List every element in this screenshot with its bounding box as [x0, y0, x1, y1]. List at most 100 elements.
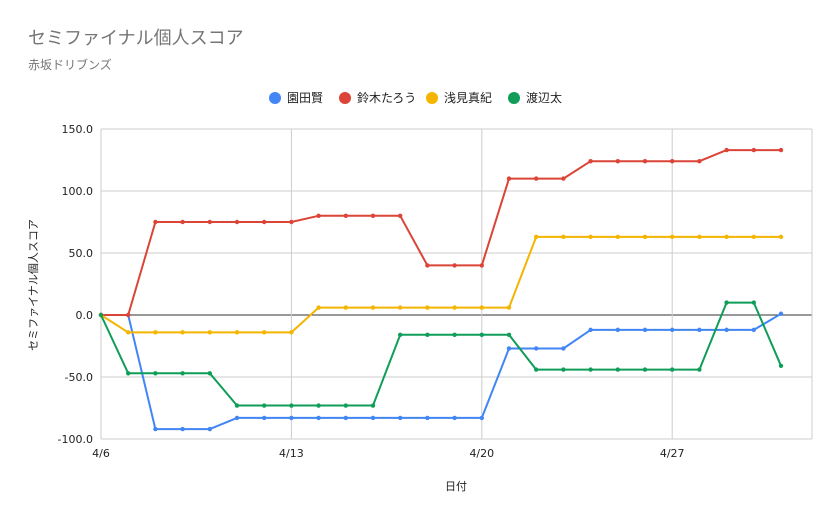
data-point	[670, 367, 675, 372]
data-point	[398, 332, 403, 338]
data-point	[615, 367, 620, 372]
data-point	[534, 367, 539, 372]
data-point	[697, 159, 702, 164]
y-tick-labels: 150.0 100.0 50.0 0.0 -50.0 -100.0	[58, 123, 93, 446]
data-point	[479, 263, 484, 268]
series-line	[100, 235, 781, 334]
data-point	[207, 330, 212, 335]
x-tick-label: 4/6	[92, 447, 110, 460]
data-point	[262, 219, 267, 225]
data-point	[398, 415, 403, 421]
data-point	[234, 415, 240, 421]
legend-marker	[426, 92, 438, 104]
legend-label: 浅見真紀	[444, 91, 492, 105]
chart-title: セミファイナル個人スコア	[28, 28, 244, 49]
data-point	[425, 305, 430, 310]
data-point	[343, 415, 348, 421]
data-point	[588, 327, 593, 333]
data-point	[180, 426, 185, 432]
series-鈴木たろう	[98, 147, 784, 318]
legend-label: 園田賢	[287, 91, 323, 105]
data-point	[207, 219, 212, 225]
data-point	[370, 213, 376, 218]
data-point	[588, 234, 593, 240]
legend-item: 浅見真紀	[426, 91, 492, 105]
data-point	[289, 403, 294, 408]
data-point	[425, 415, 430, 421]
data-point	[343, 305, 348, 310]
data-point	[506, 305, 512, 310]
series-園田賢	[98, 311, 784, 432]
data-point	[289, 219, 294, 225]
data-point	[751, 300, 756, 305]
series-渡辺太	[98, 300, 784, 408]
y-tick-label: 50.0	[69, 247, 94, 260]
legend-item: 渡辺太	[508, 90, 562, 105]
y-tick-label: 150.0	[62, 123, 94, 136]
data-point	[180, 330, 185, 335]
data-point	[670, 159, 675, 164]
data-point	[153, 426, 158, 432]
data-point	[452, 415, 457, 421]
data-point	[588, 367, 593, 372]
data-point	[724, 300, 729, 305]
data-point	[234, 403, 240, 408]
data-point	[262, 415, 267, 421]
data-point	[697, 234, 702, 240]
data-point	[343, 403, 348, 408]
data-point	[316, 213, 321, 218]
data-point	[751, 327, 756, 333]
legend-item: 鈴木たろう	[339, 90, 416, 105]
data-point	[506, 176, 512, 181]
legend-item: 園田賢	[269, 91, 323, 105]
data-point	[697, 367, 702, 372]
data-point	[479, 332, 484, 338]
data-point	[615, 159, 620, 164]
data-point	[642, 159, 648, 164]
data-point	[398, 213, 403, 218]
data-point	[316, 305, 321, 310]
data-point	[561, 346, 566, 351]
y-tick-label: 100.0	[62, 185, 94, 198]
data-point	[126, 312, 131, 318]
legend-marker	[269, 92, 281, 104]
y-tick-label: 0.0	[76, 309, 94, 322]
chart-subtitle: 赤坂ドリブンズ	[28, 58, 112, 72]
data-point	[642, 234, 648, 240]
x-tick-label: 4/20	[469, 447, 494, 460]
x-tick-label: 4/13	[279, 447, 304, 460]
legend: 園田賢 鈴木たろう 浅見真紀 渡辺太	[269, 90, 562, 105]
data-point	[289, 415, 294, 421]
data-point	[615, 327, 620, 333]
data-point	[153, 330, 158, 335]
data-point	[452, 332, 457, 338]
data-point	[262, 330, 267, 335]
data-point	[534, 176, 539, 181]
data-point	[234, 330, 240, 335]
data-point	[234, 219, 240, 225]
data-point	[588, 159, 593, 164]
series-浅見真紀	[98, 234, 784, 335]
data-point	[724, 327, 729, 333]
data-point	[506, 346, 512, 351]
data-point	[425, 263, 430, 268]
data-point	[751, 234, 756, 240]
data-point	[670, 327, 675, 333]
legend-marker	[339, 92, 351, 104]
gridlines	[100, 128, 813, 440]
data-point	[370, 415, 376, 421]
data-point	[452, 305, 457, 310]
data-point	[370, 305, 376, 310]
data-point	[207, 426, 212, 432]
data-point	[126, 330, 131, 335]
data-point	[262, 403, 267, 408]
data-point	[479, 305, 484, 310]
data-point	[751, 147, 756, 153]
data-point	[642, 327, 648, 333]
y-axis-title: セミファイナル個人スコア	[27, 219, 40, 351]
series-line	[101, 312, 782, 431]
data-point	[316, 403, 321, 408]
data-point	[724, 147, 729, 153]
data-point	[561, 234, 566, 240]
